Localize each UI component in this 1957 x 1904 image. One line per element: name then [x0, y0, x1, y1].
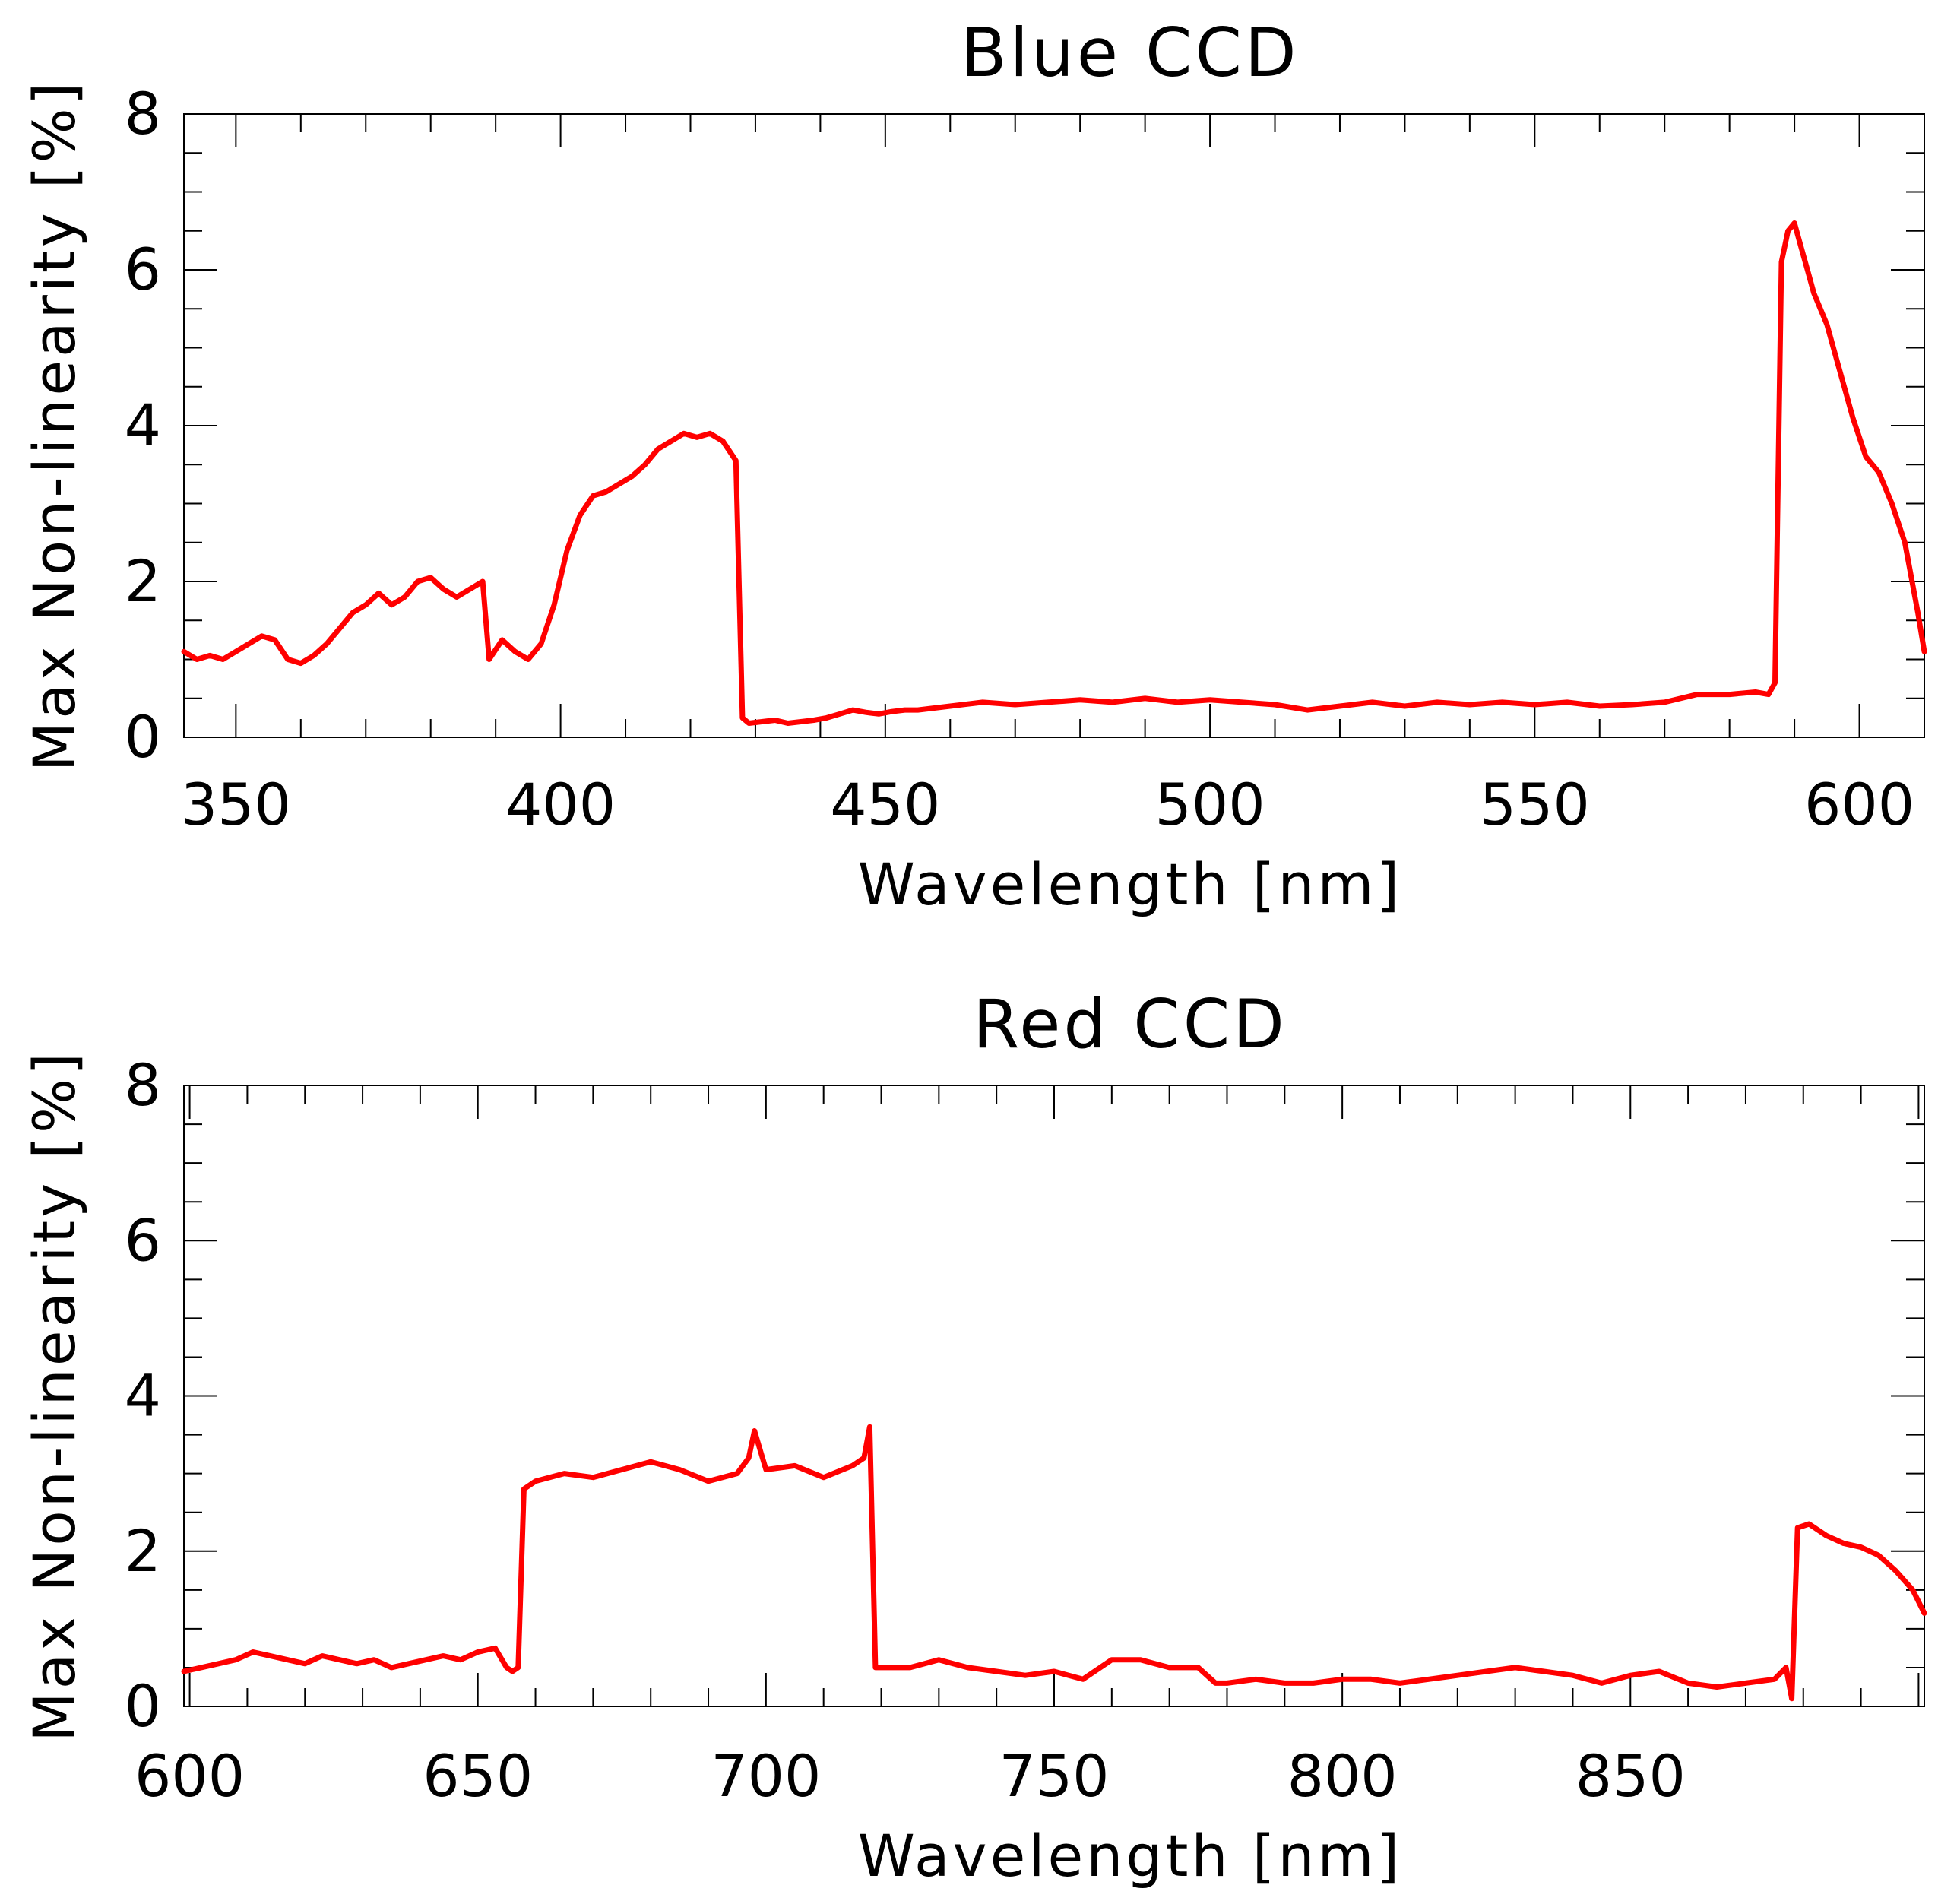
y-tick-label: 0 — [125, 1672, 161, 1740]
chart-title: Red CCD — [973, 985, 1287, 1063]
y-tick-label: 0 — [125, 703, 161, 771]
blue-ccd-panel: 0 2 4 6 8 350 400 450 500 550 600 Blue CCD Wavelengt… — [21, 14, 1927, 918]
x-tick-label: 600 — [1804, 771, 1914, 838]
x-tick-label: 850 — [1575, 1742, 1686, 1810]
x-tick-label: 450 — [830, 771, 940, 838]
red-ccd-panel: 0 2 4 6 8 600 650 700 750 800 850 Red CCD Wavelength… — [21, 985, 1927, 1890]
x-tick-label: 750 — [999, 1742, 1109, 1810]
plot-frame — [183, 113, 1925, 738]
y-tick-label: 4 — [125, 1362, 161, 1430]
x-axis-label: Wavelength [nm] — [858, 1822, 1403, 1890]
x-tick-label: 550 — [1480, 771, 1590, 838]
y-tick-label: 8 — [125, 1051, 161, 1119]
y-tick-label: 6 — [125, 236, 161, 303]
x-tick-label: 600 — [135, 1742, 245, 1810]
x-tick-label: 700 — [711, 1742, 821, 1810]
x-tick-label: 350 — [181, 771, 291, 838]
x-tick-label: 800 — [1287, 1742, 1398, 1810]
series-line — [181, 220, 1927, 726]
x-tick-label: 650 — [423, 1742, 533, 1810]
series-line — [181, 1424, 1927, 1702]
y-axis-label: Max Non-linearity [%] — [21, 80, 88, 772]
y-tick-label: 4 — [125, 391, 161, 459]
x-tick-label: 500 — [1155, 771, 1265, 838]
y-tick-label: 8 — [125, 80, 161, 147]
y-tick-label: 2 — [125, 547, 161, 615]
chart-title: Blue CCD — [961, 14, 1299, 92]
y-tick-label: 2 — [125, 1517, 161, 1585]
y-tick-label: 6 — [125, 1206, 161, 1274]
y-axis-label: Max Non-linearity [%] — [21, 1050, 88, 1742]
x-tick-label: 400 — [505, 771, 616, 838]
plot-frame — [183, 1085, 1925, 1707]
x-axis-label: Wavelength [nm] — [858, 851, 1403, 918]
